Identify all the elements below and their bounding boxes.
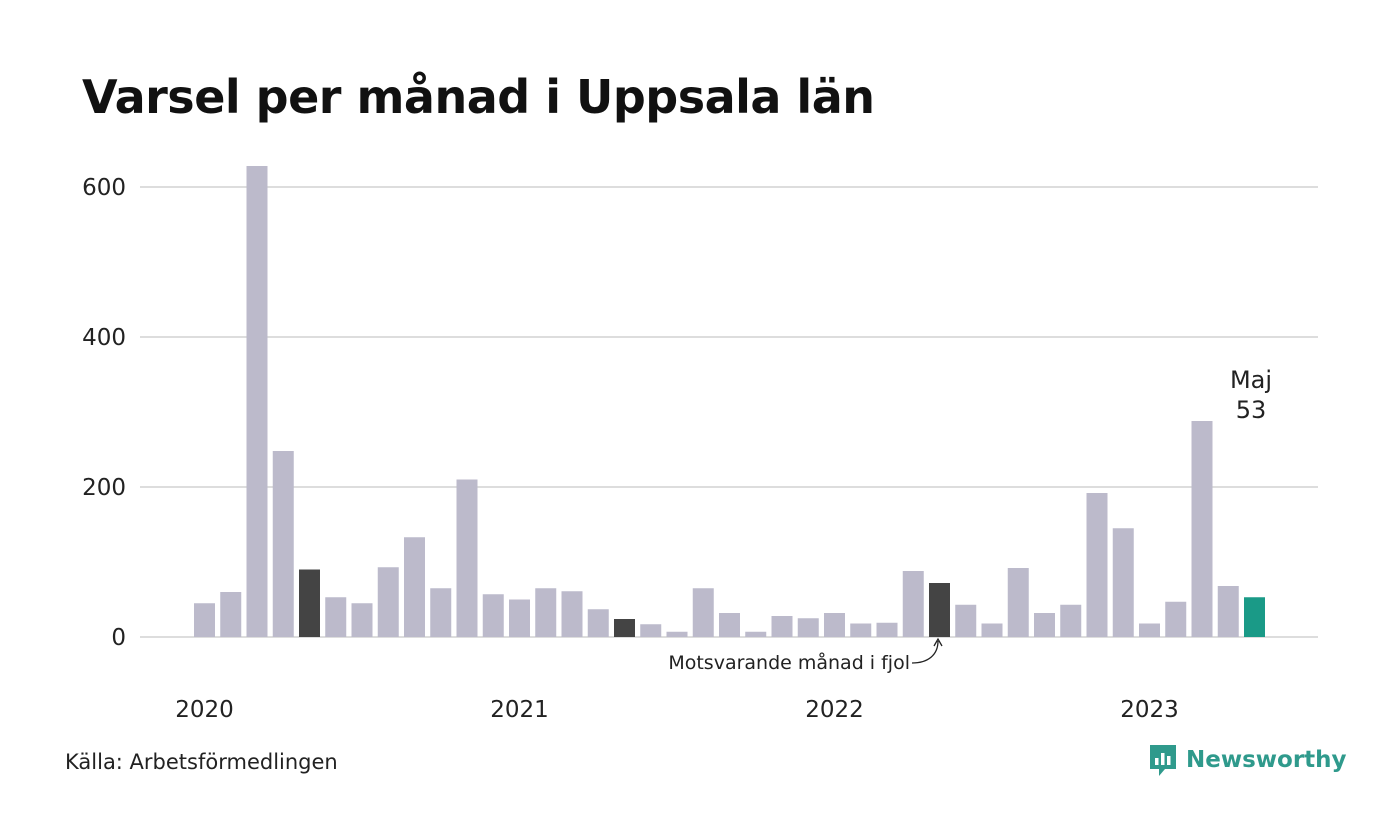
- bar-chart: 0 200 400 600 2020 2021 2022 2023 Maj 53 Motsv…: [82, 166, 1318, 723]
- bar: [824, 613, 845, 637]
- bar: [377, 567, 399, 637]
- same-month-annotation: Motsvarande månad i fjol: [668, 651, 910, 674]
- bar: [1007, 568, 1029, 637]
- chart-title: Varsel per månad i Uppsala län: [82, 70, 875, 124]
- callout-month: Maj: [1230, 366, 1272, 394]
- bar: [430, 588, 452, 637]
- bar: [456, 479, 478, 637]
- callout-value: 53: [1236, 396, 1267, 424]
- x-tick-label: 2021: [490, 697, 549, 723]
- bar: [509, 599, 530, 637]
- bar: [1191, 421, 1213, 637]
- bar: [719, 613, 740, 637]
- annotation-arrow: [911, 640, 939, 664]
- bar: [1060, 604, 1082, 637]
- bar: [272, 451, 294, 637]
- bar: [404, 537, 425, 637]
- newsworthy-logo-icon: [1150, 745, 1176, 776]
- bar: [614, 619, 635, 637]
- bar: [246, 166, 268, 637]
- bar: [640, 624, 662, 637]
- bar: [1034, 613, 1055, 637]
- bar: [929, 583, 950, 637]
- bar: [1112, 528, 1134, 637]
- bar: [535, 588, 557, 637]
- x-tick-label: 2020: [175, 697, 234, 723]
- bar: [351, 603, 373, 637]
- y-tick-label: 600: [82, 175, 126, 201]
- bar: [1086, 493, 1108, 637]
- bar: [1217, 586, 1239, 637]
- bar: [561, 591, 583, 637]
- y-axis: 0 200 400 600: [82, 175, 126, 651]
- bar: [220, 592, 242, 637]
- bar: [902, 571, 924, 637]
- brand-logo: Newsworthy: [1148, 742, 1347, 778]
- brand-name: Newsworthy: [1186, 747, 1347, 773]
- bar: [666, 631, 688, 637]
- bar: [482, 594, 504, 637]
- bars: [194, 166, 1265, 637]
- y-tick-label: 0: [111, 625, 126, 651]
- x-axis: 2020 2021 2022 2023: [175, 697, 1179, 723]
- bar: [1165, 601, 1187, 637]
- y-tick-label: 200: [82, 475, 126, 501]
- x-tick-label: 2022: [805, 697, 864, 723]
- bar: [1244, 597, 1265, 637]
- bar: [299, 569, 320, 637]
- source-note: Källa: Arbetsförmedlingen: [65, 750, 338, 774]
- bar: [745, 631, 767, 637]
- annotation-arrow-head: [933, 637, 943, 647]
- bar: [194, 603, 215, 637]
- y-tick-label: 400: [82, 325, 126, 351]
- bar: [692, 588, 714, 637]
- bar: [850, 623, 872, 637]
- bar: [325, 597, 347, 637]
- bar: [587, 609, 609, 637]
- bar: [797, 618, 819, 637]
- bar: [1139, 623, 1160, 637]
- x-tick-label: 2023: [1120, 697, 1179, 723]
- bar: [771, 616, 793, 637]
- bar: [955, 604, 977, 637]
- bar: [876, 622, 898, 637]
- bar: [981, 623, 1003, 637]
- annotations: Maj 53 Motsvarande månad i fjol: [668, 366, 1272, 674]
